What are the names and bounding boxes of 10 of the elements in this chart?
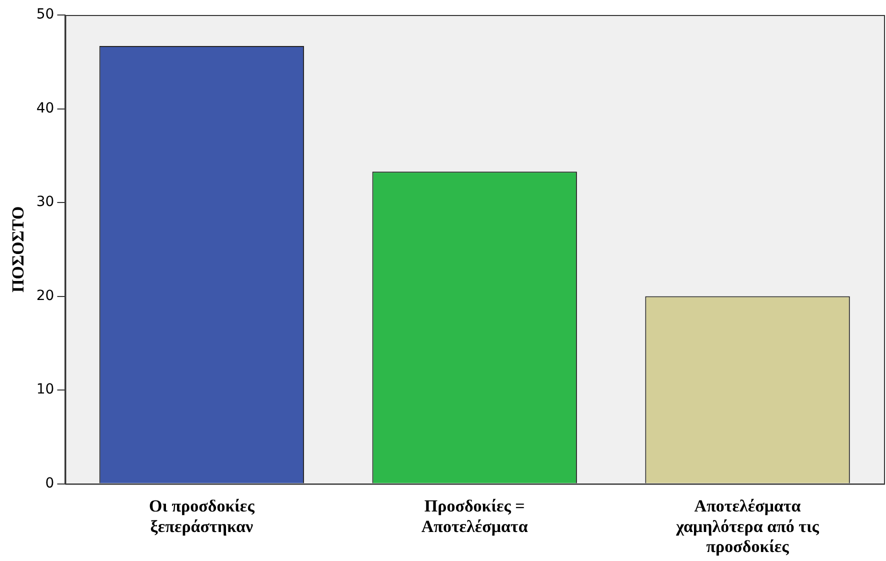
- y-tick-label: 20: [36, 288, 54, 304]
- x-tick-label: Οι προσδοκίες ξεπεράστηκαν: [148, 496, 256, 536]
- y-tick-label: 30: [36, 194, 54, 210]
- y-axis-title: ΠΟΣΟΣΤΟ: [8, 206, 28, 292]
- x-tick-label: Προσδοκίες = Αποτελέσματα: [421, 496, 528, 536]
- y-tick-label: 10: [36, 382, 54, 398]
- y-tick-label: 0: [45, 475, 54, 492]
- y-tick-label: 40: [36, 100, 54, 116]
- x-tick-label: Αποτελέσματα χαμηλότερα από τις προσδοκίες: [675, 496, 820, 556]
- y-tick-label: 50: [36, 6, 54, 23]
